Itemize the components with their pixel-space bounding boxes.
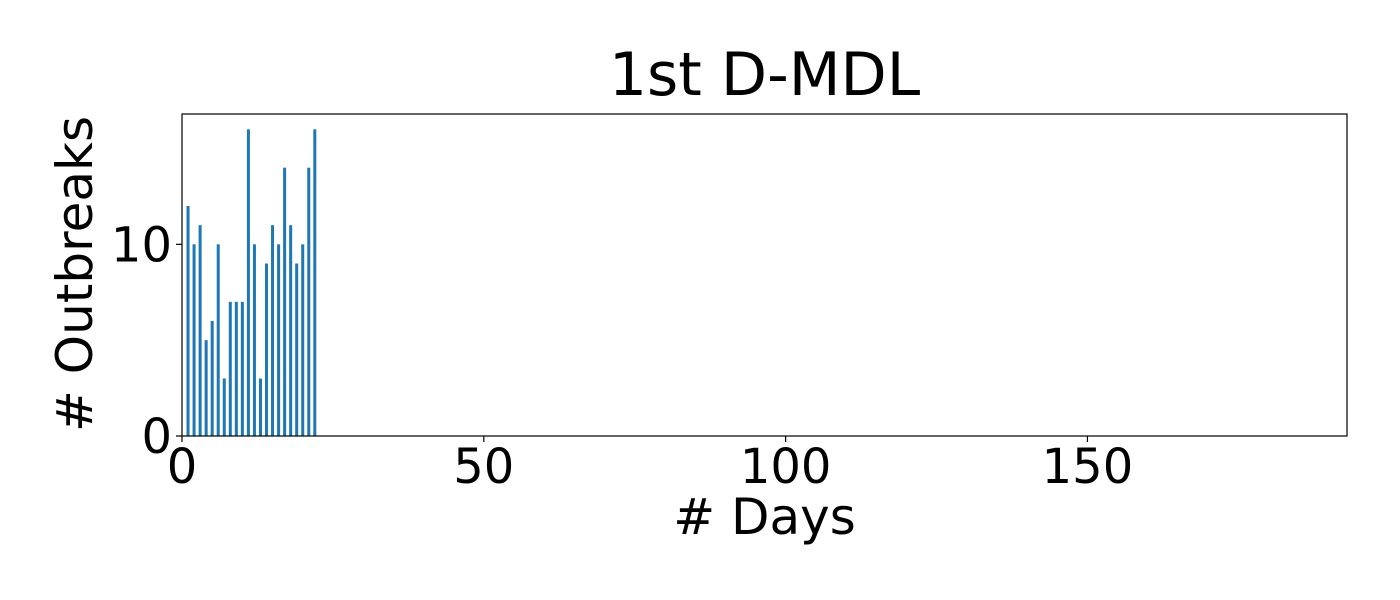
x-tick-label: 150 <box>1042 439 1134 495</box>
bar-day-13 <box>258 378 262 436</box>
bar-day-9 <box>234 301 238 436</box>
bar-day-20 <box>301 244 305 436</box>
axes-group: 0 50 100 150 0 10 <box>111 113 1348 495</box>
bar-day-11 <box>246 129 250 437</box>
bar-day-4 <box>204 340 208 436</box>
bars-group <box>186 129 317 437</box>
bar-day-12 <box>252 244 256 436</box>
bar-day-21 <box>307 167 311 436</box>
bar-day-7 <box>222 378 226 436</box>
bar-day-6 <box>216 244 220 436</box>
bar-day-15 <box>271 225 275 436</box>
bar-day-19 <box>295 263 299 436</box>
x-tick-label: 100 <box>740 439 832 495</box>
x-tick-label: 0 <box>167 439 198 495</box>
bar-day-22 <box>313 129 317 437</box>
plot-frame <box>181 113 1348 437</box>
bar-day-16 <box>277 244 281 436</box>
x-axis-label: # Days <box>673 488 856 546</box>
bar-day-14 <box>264 263 269 436</box>
y-tick-label: 10 <box>111 217 172 273</box>
bar-day-2 <box>192 244 196 436</box>
bar-day-18 <box>289 225 293 436</box>
bar-day-3 <box>198 225 202 436</box>
bar-day-1 <box>186 206 190 436</box>
bar-day-10 <box>240 301 244 436</box>
bar-day-5 <box>210 321 214 436</box>
bar-day-17 <box>283 167 287 436</box>
bar-day-8 <box>228 301 232 436</box>
x-tick-label: 50 <box>453 439 514 495</box>
chart-title: 1st D-MDL <box>608 40 921 110</box>
y-tick-label: 0 <box>141 409 172 465</box>
